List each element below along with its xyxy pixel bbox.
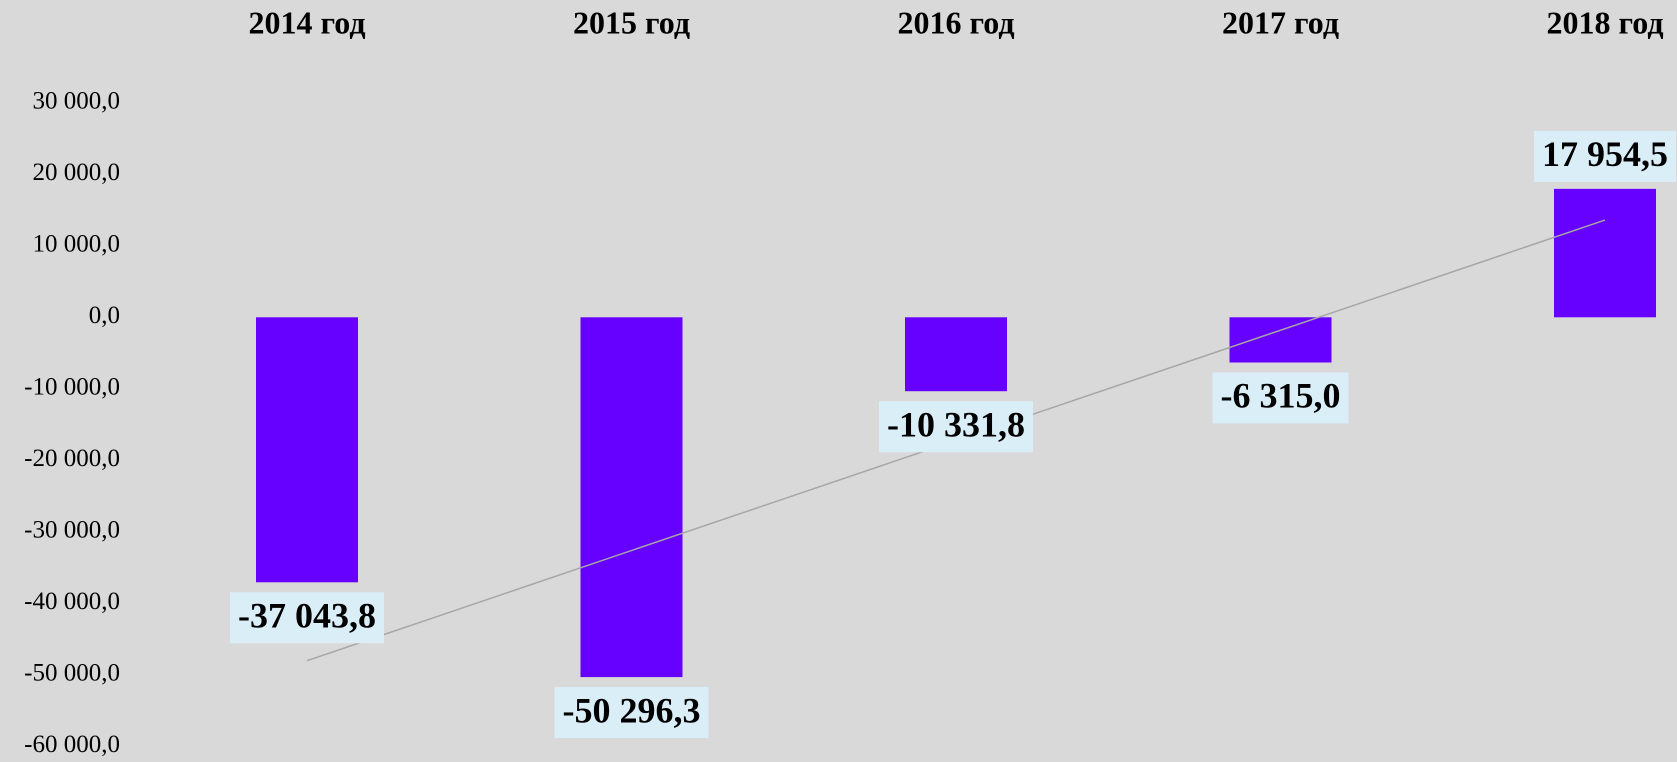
y-tick-label: -10 000,0 (24, 374, 120, 401)
value-label: 17 954,5 (1542, 134, 1668, 174)
bar (1229, 317, 1332, 363)
y-tick-label: -40 000,0 (24, 588, 120, 615)
value-label-box (230, 592, 384, 644)
y-tick-label: -60 000,0 (24, 731, 120, 758)
value-label-box (879, 401, 1033, 453)
bar (580, 317, 683, 678)
y-tick-label: 20 000,0 (33, 159, 121, 186)
y-tick-label: -50 000,0 (24, 660, 120, 687)
value-label-box (1212, 372, 1349, 424)
value-label-box (1534, 130, 1676, 182)
category-label: 2014 год (249, 4, 366, 40)
bar (256, 317, 358, 583)
y-tick-label: 0,0 (89, 302, 120, 329)
category-label: 2015 год (573, 4, 690, 40)
value-label: -6 315,0 (1221, 376, 1341, 416)
y-tick-label: 10 000,0 (33, 231, 121, 258)
category-label: 2016 год (898, 4, 1015, 40)
y-tick-label: -20 000,0 (24, 445, 120, 472)
category-label: 2017 год (1222, 4, 1339, 40)
value-label: -37 043,8 (238, 596, 376, 636)
y-tick-label: 30 000,0 (33, 87, 121, 114)
value-label: -50 296,3 (563, 690, 701, 730)
bar (1554, 188, 1656, 318)
y-tick-label: -30 000,0 (24, 517, 120, 544)
bar (905, 317, 1007, 392)
value-label-box (554, 687, 709, 739)
value-label: -10 331,8 (887, 404, 1025, 444)
category-label: 2018 год (1547, 4, 1664, 40)
